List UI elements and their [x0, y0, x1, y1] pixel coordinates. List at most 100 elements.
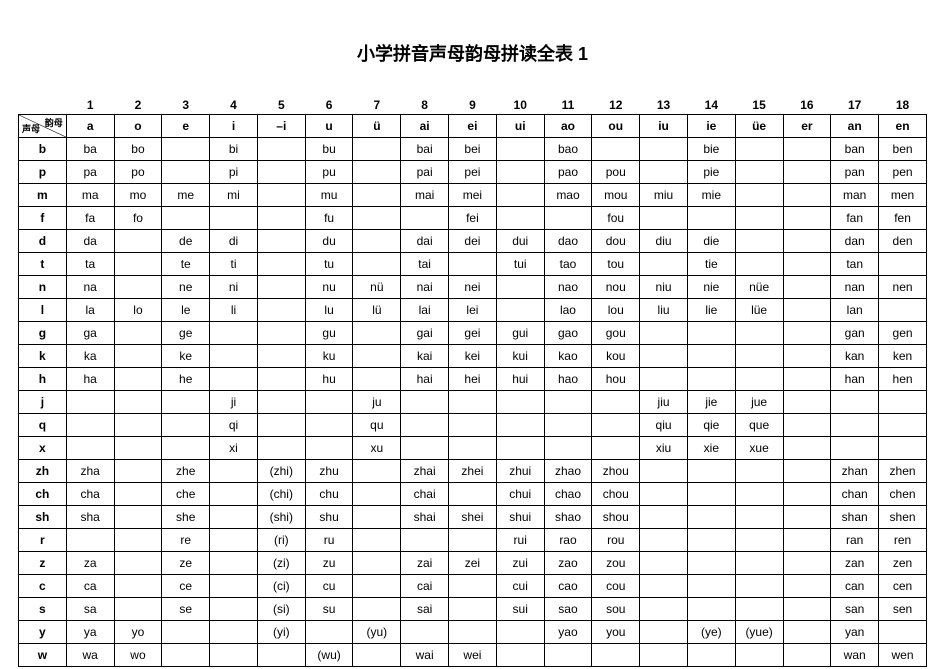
table-cell: ren: [879, 529, 927, 552]
table-cell: rou: [592, 529, 640, 552]
table-cell: [735, 322, 783, 345]
table-row: mmamomemimumaimeimaomoumiumiemanmen: [19, 184, 927, 207]
column-number: 12: [592, 94, 640, 115]
table-cell: [640, 644, 688, 667]
table-cell: [544, 414, 592, 437]
table-cell: mie: [687, 184, 735, 207]
table-cell: xi: [210, 437, 258, 460]
table-cell: re: [162, 529, 210, 552]
table-cell: liu: [640, 299, 688, 322]
table-cell: ma: [66, 184, 114, 207]
table-cell: san: [831, 598, 879, 621]
table-cell: man: [831, 184, 879, 207]
table-cell: men: [879, 184, 927, 207]
table-cell: [879, 391, 927, 414]
table-cell: [640, 460, 688, 483]
table-cell: chao: [544, 483, 592, 506]
table-cell: [257, 437, 305, 460]
table-cell: bu: [305, 138, 353, 161]
table-cell: nie: [687, 276, 735, 299]
table-cell: [257, 207, 305, 230]
final-header: an: [831, 115, 879, 138]
table-cell: [257, 368, 305, 391]
table-cell: (ye): [687, 621, 735, 644]
table-cell: hui: [496, 368, 544, 391]
table-cell: gei: [449, 322, 497, 345]
table-cell: cui: [496, 575, 544, 598]
table-cell: cao: [544, 575, 592, 598]
table-row: ppapopipupaipeipaopoupiepanpen: [19, 161, 927, 184]
column-number: 10: [496, 94, 544, 115]
table-cell: shei: [449, 506, 497, 529]
table-cell: nan: [831, 276, 879, 299]
table-cell: (zi): [257, 552, 305, 575]
table-cell: [162, 414, 210, 437]
table-cell: ni: [210, 276, 258, 299]
table-cell: ku: [305, 345, 353, 368]
table-row: wwawo(wu)waiweiwanwen: [19, 644, 927, 667]
table-cell: [735, 575, 783, 598]
table-cell: hei: [449, 368, 497, 391]
table-cell: [735, 161, 783, 184]
table-cell: pen: [879, 161, 927, 184]
table-cell: fu: [305, 207, 353, 230]
table-row: nnaneninunünaineinaonouniunienüenannen: [19, 276, 927, 299]
table-cell: [496, 391, 544, 414]
table-cell: li: [210, 299, 258, 322]
table-row: hhahehuhaiheihuihaohouhanhen: [19, 368, 927, 391]
initial-header: f: [19, 207, 67, 230]
table-cell: [114, 437, 162, 460]
table-cell: [114, 529, 162, 552]
table-cell: [449, 483, 497, 506]
table-cell: kei: [449, 345, 497, 368]
table-cell: [162, 621, 210, 644]
final-header: o: [114, 115, 162, 138]
table-cell: zou: [592, 552, 640, 575]
table-cell: [640, 161, 688, 184]
table-cell: [640, 575, 688, 598]
table-cell: [66, 414, 114, 437]
table-cell: [353, 161, 401, 184]
table-cell: zei: [449, 552, 497, 575]
table-cell: [735, 230, 783, 253]
table-cell: [114, 230, 162, 253]
initial-header: d: [19, 230, 67, 253]
table-cell: [257, 253, 305, 276]
table-row: llalolelilulülaileilaolouliulielüelan: [19, 299, 927, 322]
table-cell: ban: [831, 138, 879, 161]
table-body: bbabobibubaibeibaobiebanbenppapopipupaip…: [19, 138, 927, 667]
table-cell: [449, 391, 497, 414]
table-cell: pi: [210, 161, 258, 184]
table-cell: ne: [162, 276, 210, 299]
table-cell: [210, 368, 258, 391]
table-cell: [783, 138, 831, 161]
table-cell: [544, 391, 592, 414]
table-cell: [210, 207, 258, 230]
table-cell: [783, 253, 831, 276]
table-cell: [783, 368, 831, 391]
table-cell: [831, 391, 879, 414]
table-cell: zhen: [879, 460, 927, 483]
table-cell: [879, 299, 927, 322]
table-cell: bo: [114, 138, 162, 161]
table-cell: [210, 598, 258, 621]
table-cell: [114, 345, 162, 368]
table-cell: tai: [401, 253, 449, 276]
table-cell: [210, 575, 258, 598]
column-number: 13: [640, 94, 688, 115]
table-cell: wa: [66, 644, 114, 667]
table-cell: dai: [401, 230, 449, 253]
table-cell: ji: [210, 391, 258, 414]
table-cell: [496, 207, 544, 230]
table-cell: gai: [401, 322, 449, 345]
table-cell: ben: [879, 138, 927, 161]
table-cell: kou: [592, 345, 640, 368]
table-cell: [353, 345, 401, 368]
column-number: 1: [66, 94, 114, 115]
column-number: 6: [305, 94, 353, 115]
corner-label-finals: 韵母: [45, 116, 63, 130]
final-header: a: [66, 115, 114, 138]
table-cell: lou: [592, 299, 640, 322]
table-cell: ken: [879, 345, 927, 368]
table-cell: ze: [162, 552, 210, 575]
